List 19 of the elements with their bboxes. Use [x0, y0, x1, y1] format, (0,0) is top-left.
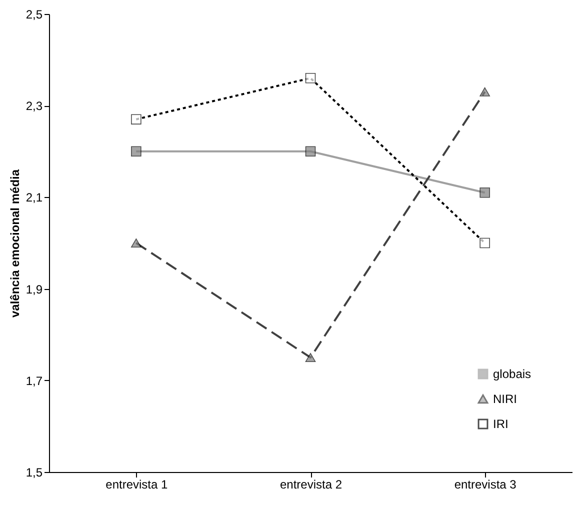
- legend-label: NIRI: [493, 392, 517, 406]
- point: [480, 238, 490, 248]
- y-tick-label: 1,9: [26, 282, 43, 296]
- point: [131, 146, 142, 157]
- point: [305, 72, 316, 84]
- legend-label: globais: [493, 367, 532, 381]
- y-axis-title: valência emocional média: [8, 169, 22, 318]
- y-tick-label: 1,7: [26, 374, 43, 388]
- point: [131, 114, 142, 124]
- x-tick-label: entrevista 3: [454, 478, 517, 492]
- y-tick-label: 1,5: [26, 466, 43, 480]
- x-tick-label: entrevista 2: [280, 478, 342, 492]
- point: [305, 146, 316, 157]
- y-tick-label: 2,1: [26, 190, 43, 205]
- y-tick-label: 2,5: [26, 8, 43, 22]
- legend-label: IRI: [493, 417, 508, 431]
- y-tick-label: 2,3: [26, 99, 43, 114]
- point: [480, 187, 490, 198]
- x-tick-label: entrevista 1: [106, 478, 168, 492]
